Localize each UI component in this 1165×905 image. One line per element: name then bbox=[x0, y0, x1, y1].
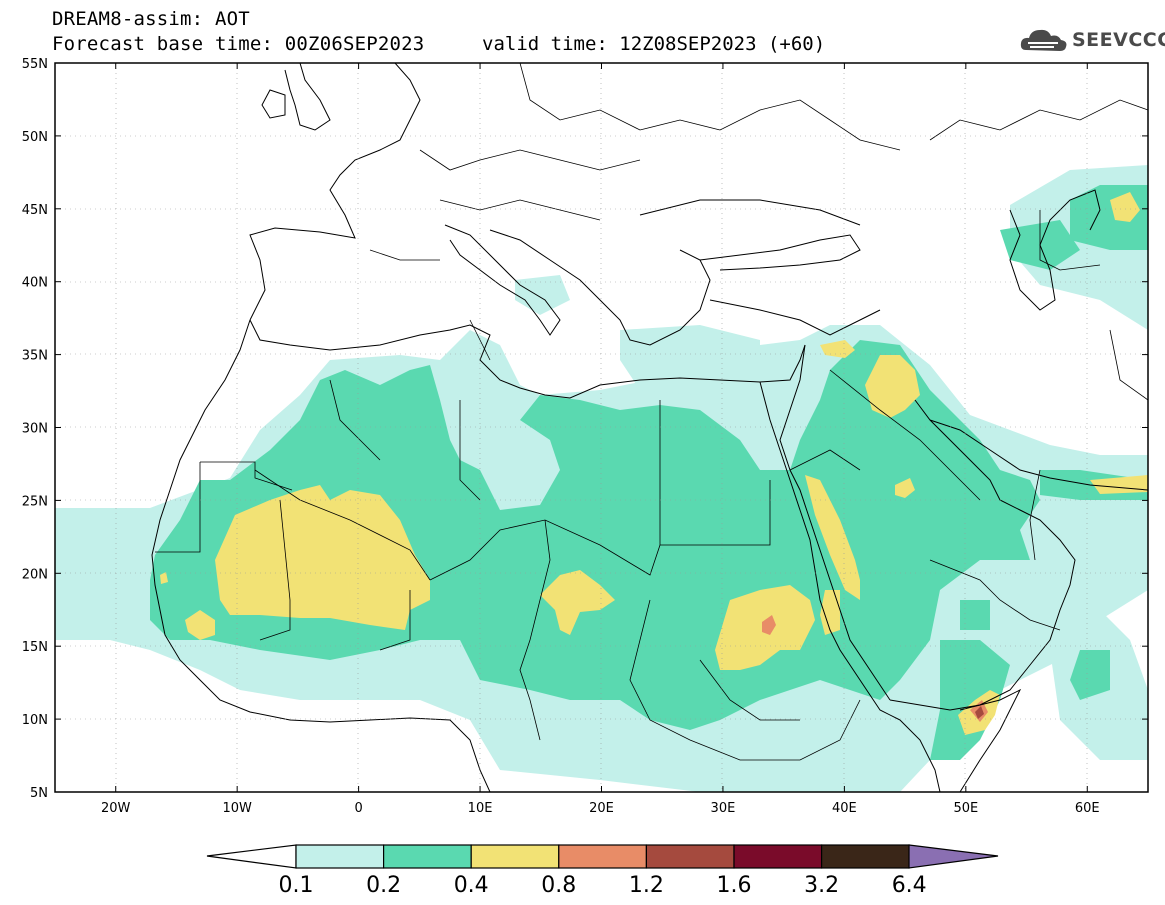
lat-label-5N: 5N bbox=[30, 786, 48, 801]
lat-label-30N: 30N bbox=[22, 422, 48, 437]
legend-label: 1.6 bbox=[717, 873, 752, 898]
legend-box bbox=[383, 844, 472, 869]
longitude-labels: 20W 10W 0 10E 20E 30E 40E 50E 60E bbox=[101, 801, 1100, 816]
legend-boxes bbox=[295, 844, 910, 869]
legend-box bbox=[470, 844, 560, 869]
lat-label-35N: 35N bbox=[22, 349, 48, 364]
lon-label-10E: 10E bbox=[468, 801, 493, 816]
lat-label-25N: 25N bbox=[22, 494, 48, 509]
lon-label-50E: 50E bbox=[953, 801, 978, 816]
legend-box bbox=[295, 844, 385, 869]
seevccc-logo: SEEVCCC bbox=[1018, 24, 1165, 56]
lat-label-15N: 15N bbox=[22, 640, 48, 655]
legend-label: 1.2 bbox=[629, 873, 664, 898]
legend-box bbox=[733, 844, 823, 869]
aot-level-0-4 bbox=[160, 192, 1148, 735]
legend-label: 0.4 bbox=[454, 873, 489, 898]
cloud-logo-icon bbox=[1020, 29, 1067, 51]
lat-label-50N: 50N bbox=[22, 130, 48, 145]
lon-label-10W: 10W bbox=[222, 801, 252, 816]
legend-box bbox=[558, 844, 647, 869]
lat-label-45N: 45N bbox=[22, 203, 48, 218]
tick-marks bbox=[55, 62, 1148, 793]
lon-label-20W: 20W bbox=[101, 801, 131, 816]
lat-label-10N: 10N bbox=[22, 713, 48, 728]
lon-label-20E: 20E bbox=[589, 801, 614, 816]
coastlines bbox=[151, 63, 1148, 792]
lat-label-40N: 40N bbox=[22, 276, 48, 291]
valid-time: valid time: 12Z08SEP2023 (+60) bbox=[482, 33, 826, 55]
legend-label: 0.1 bbox=[279, 873, 314, 898]
forecast-base-time: Forecast base time: 00Z06SEP2023 bbox=[52, 33, 425, 55]
legend-over-triangle bbox=[908, 844, 999, 869]
lon-label-0: 0 bbox=[354, 801, 362, 816]
legend-labels: 0.1 0.2 0.4 0.8 1.2 1.6 3.2 6.4 bbox=[279, 873, 927, 898]
legend-label: 6.4 bbox=[892, 873, 927, 898]
lon-label-40E: 40E bbox=[832, 801, 857, 816]
aot-field bbox=[55, 165, 1148, 792]
legend-under-triangle bbox=[206, 844, 297, 869]
lon-label-60E: 60E bbox=[1075, 801, 1100, 816]
logo-text: SEEVCCC bbox=[1072, 29, 1165, 51]
lat-label-20N: 20N bbox=[22, 567, 48, 582]
legend-label: 0.8 bbox=[541, 873, 576, 898]
legend-box bbox=[820, 844, 910, 869]
lat-label-55N: 55N bbox=[22, 57, 48, 72]
map-title: DREAM8-assim: AOT bbox=[52, 8, 250, 30]
lon-label-30E: 30E bbox=[711, 801, 736, 816]
aot-level-1-2 bbox=[975, 706, 984, 719]
country-borders bbox=[155, 63, 1148, 761]
legend-label: 0.2 bbox=[366, 873, 401, 898]
legend-box bbox=[645, 844, 735, 869]
latitude-labels: 55N 50N 45N 40N 35N 30N 25N 20N 15N 10N 5N bbox=[22, 57, 48, 801]
legend-label: 3.2 bbox=[804, 873, 839, 898]
